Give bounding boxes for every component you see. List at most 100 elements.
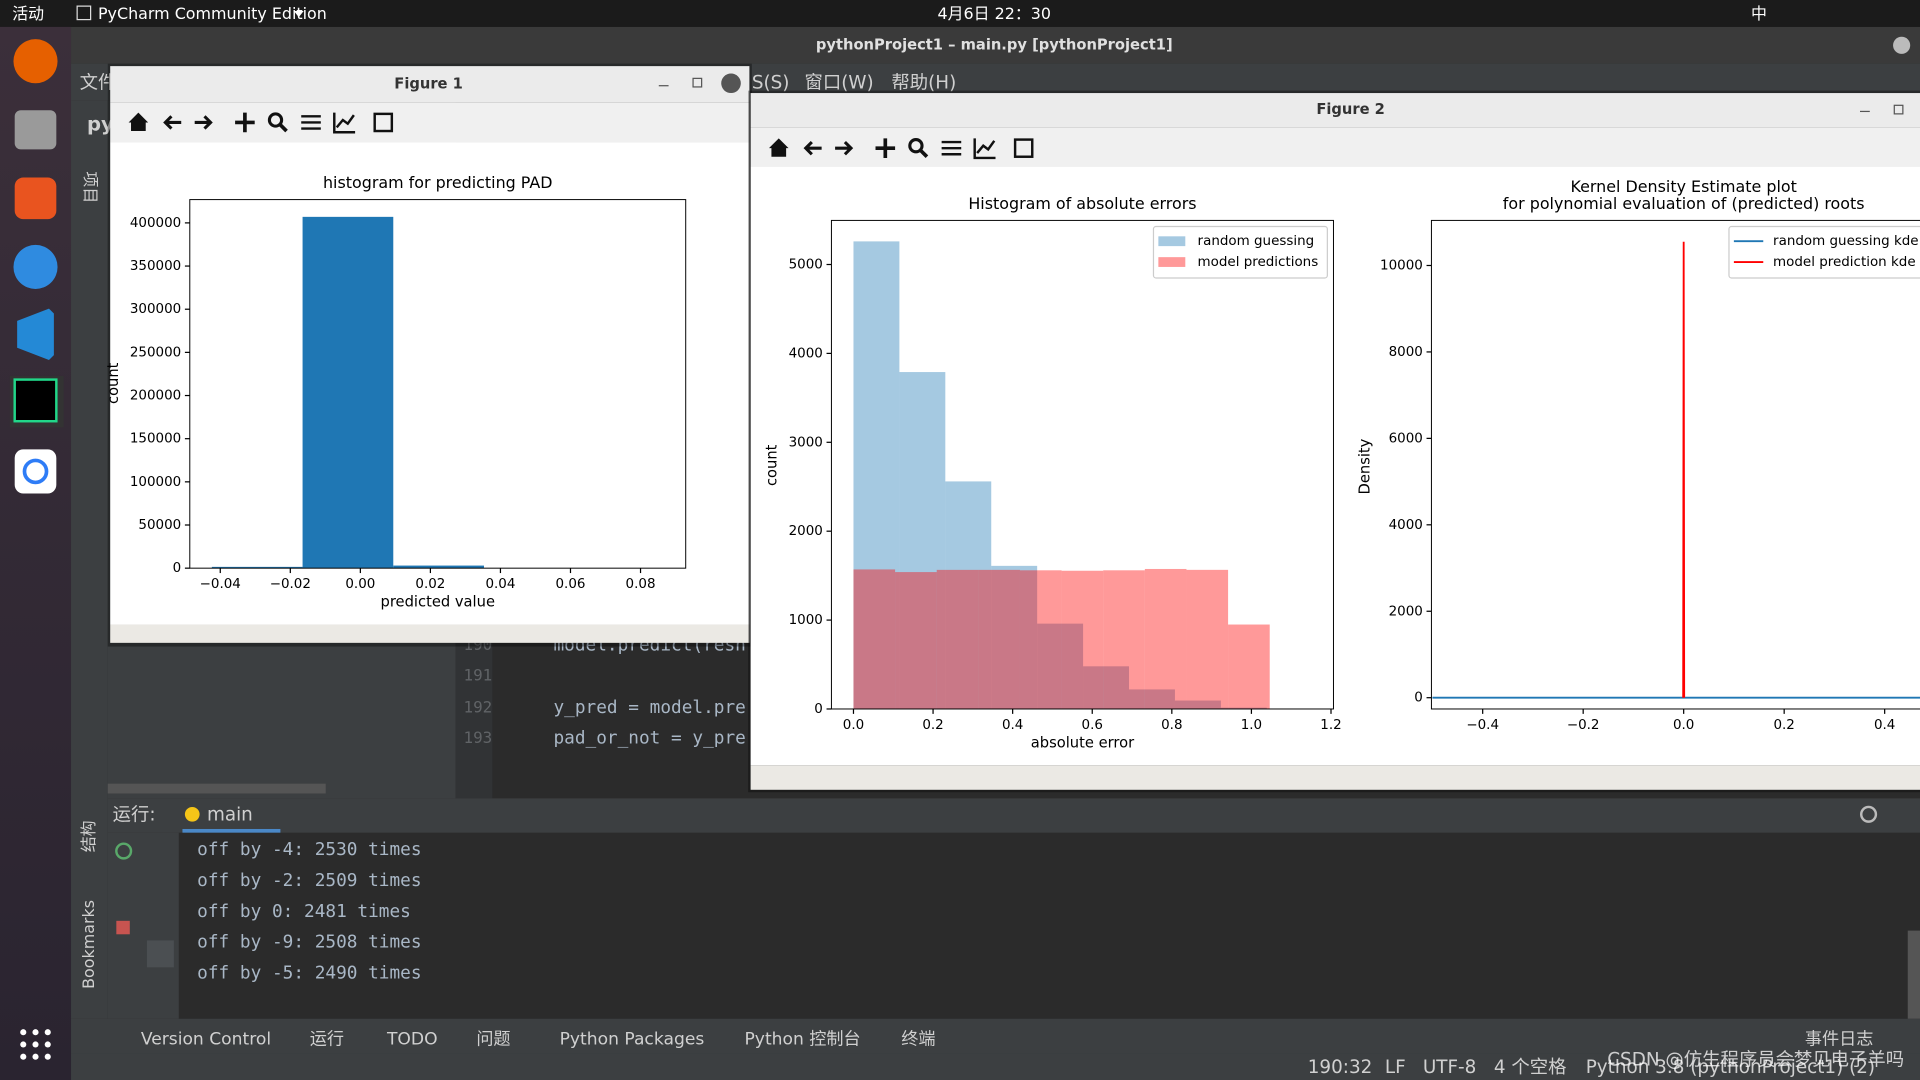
- window-titlebar: [110, 66, 750, 103]
- subplots-button[interactable]: [301, 115, 321, 130]
- tool-window-tab[interactable]: Python 控制台: [744, 1030, 860, 1050]
- figure-window: Figure 2: [748, 90, 1920, 793]
- input-method[interactable]: 中: [1751, 4, 1767, 23]
- run-label: 运行:: [113, 805, 156, 826]
- baidu-icon[interactable]: [14, 449, 57, 494]
- legend-label: random guessing kde: [1773, 234, 1919, 249]
- histogram-bar: [1129, 689, 1175, 709]
- forward-button[interactable]: [835, 140, 854, 156]
- tool-window-tab[interactable]: Version Control: [141, 1030, 271, 1050]
- x-tick-label: 1.0: [1241, 718, 1262, 733]
- scroll-end[interactable]: [146, 940, 174, 968]
- back-button[interactable]: [803, 140, 822, 156]
- histogram-bar: [1186, 569, 1229, 709]
- chart-title: Histogram of absolute errors: [968, 194, 1196, 213]
- maximize[interactable]: [692, 77, 703, 88]
- histogram-bar: [1103, 570, 1145, 709]
- status-item[interactable]: UTF-8: [1423, 1057, 1477, 1078]
- tool-window-tab[interactable]: TODO: [386, 1030, 438, 1050]
- histogram-bar: [1019, 570, 1062, 709]
- chart-title: for polynomial evaluation of (predicted)…: [1503, 194, 1865, 213]
- tool-window-tab[interactable]: Python Packages: [560, 1030, 705, 1050]
- y-tick-label: 5000: [789, 258, 823, 273]
- firefox-icon[interactable]: [13, 39, 58, 84]
- apps-grid[interactable]: [20, 1029, 51, 1060]
- legend-label: model predictions: [1198, 255, 1319, 270]
- top-bar: [0, 0, 1920, 27]
- close-button[interactable]: [721, 73, 741, 94]
- axes-button[interactable]: [973, 138, 996, 160]
- x-tick-label: −0.2: [1567, 718, 1600, 733]
- subplots-button[interactable]: [941, 140, 962, 156]
- rerun-icon[interactable]: [115, 842, 133, 860]
- settings-icon[interactable]: [1860, 805, 1878, 823]
- home-button[interactable]: [768, 138, 789, 157]
- pan-button[interactable]: [875, 138, 896, 158]
- vscode-icon[interactable]: [17, 308, 54, 360]
- histogram-bar: [1220, 707, 1267, 709]
- x-tick-label: 0.6: [1082, 718, 1103, 733]
- menu-item[interactable]: 文件: [80, 72, 117, 93]
- status-item[interactable]: LF: [1385, 1057, 1406, 1078]
- back-button[interactable]: [163, 115, 182, 130]
- y-tick-label: 150000: [130, 432, 181, 447]
- side-tab[interactable]: Bookmarks: [79, 900, 98, 989]
- y-axis-label: count: [105, 362, 122, 404]
- zoom-button[interactable]: [267, 112, 284, 128]
- maximize[interactable]: [1893, 104, 1904, 115]
- y-tick-label: 10000: [1380, 258, 1423, 273]
- tool-window-tab[interactable]: 终端: [901, 1030, 935, 1050]
- status-item[interactable]: 4 个空格: [1494, 1057, 1567, 1078]
- pan-button[interactable]: [235, 112, 255, 133]
- forward-button[interactable]: [194, 115, 213, 130]
- save-button[interactable]: [373, 112, 394, 133]
- histogram-bar: [1083, 666, 1130, 709]
- legend-label: random guessing: [1198, 234, 1315, 249]
- histogram-bar: [1228, 624, 1270, 709]
- app-icon: [76, 5, 92, 21]
- x-tick-label: 0.8: [1161, 718, 1182, 733]
- y-tick-label: 0: [814, 702, 823, 717]
- pycharm-icon[interactable]: [13, 378, 58, 423]
- tool-window-tab[interactable]: 运行: [310, 1030, 344, 1050]
- y-tick-label: 0: [173, 561, 182, 576]
- x-tick-label: 0.04: [485, 577, 515, 592]
- menu-item[interactable]: 帮助(H): [891, 72, 956, 93]
- histogram-bar: [945, 481, 992, 709]
- ide-titlebar: [71, 26, 1920, 64]
- x-tick-label: 0.2: [1773, 718, 1794, 733]
- side-tab[interactable]: 结构: [79, 820, 98, 852]
- tool-window-tab[interactable]: 事件日志: [1805, 1030, 1874, 1050]
- software-icon[interactable]: [14, 177, 57, 220]
- y-tick-label: 250000: [130, 345, 181, 360]
- app-menu[interactable]: PyCharm Community Edition: [98, 4, 327, 23]
- save-button[interactable]: [1013, 138, 1034, 158]
- zoom-button[interactable]: [908, 138, 924, 154]
- status-item[interactable]: Python 3.8 (pythonProject1) (2): [1586, 1057, 1875, 1078]
- files-icon[interactable]: [14, 110, 57, 150]
- activities[interactable]: 活动: [12, 4, 44, 23]
- axes-button[interactable]: [333, 112, 356, 134]
- y-tick-label: 100000: [130, 475, 181, 490]
- y-axis-label: Density: [1356, 438, 1373, 494]
- run-tab[interactable]: main: [207, 805, 253, 826]
- x-tick-label: 0.0: [843, 718, 864, 733]
- stop-icon[interactable]: [116, 920, 130, 935]
- side-tab[interactable]: 项目: [81, 171, 100, 203]
- menu-item[interactable]: S(S): [752, 72, 790, 93]
- output-line: off by 0: 2481 times: [197, 902, 411, 922]
- help-icon[interactable]: [13, 244, 58, 289]
- home-button[interactable]: [128, 112, 149, 132]
- y-tick-label: 0: [1414, 691, 1423, 706]
- menu-item[interactable]: 窗口(W): [804, 72, 873, 93]
- status-item[interactable]: 190:32: [1308, 1057, 1373, 1078]
- y-tick-label: 4000: [789, 346, 823, 361]
- code-line: y_pred = model.pre: [553, 698, 745, 718]
- close-button[interactable]: [1893, 36, 1911, 54]
- tool-window-tab[interactable]: 问题: [476, 1030, 510, 1050]
- x-tick-label: 0.02: [415, 577, 445, 592]
- x-tick-label: 0.06: [556, 577, 586, 592]
- project-name: py: [87, 112, 114, 135]
- clock[interactable]: 4月6日 22：30: [938, 4, 1051, 23]
